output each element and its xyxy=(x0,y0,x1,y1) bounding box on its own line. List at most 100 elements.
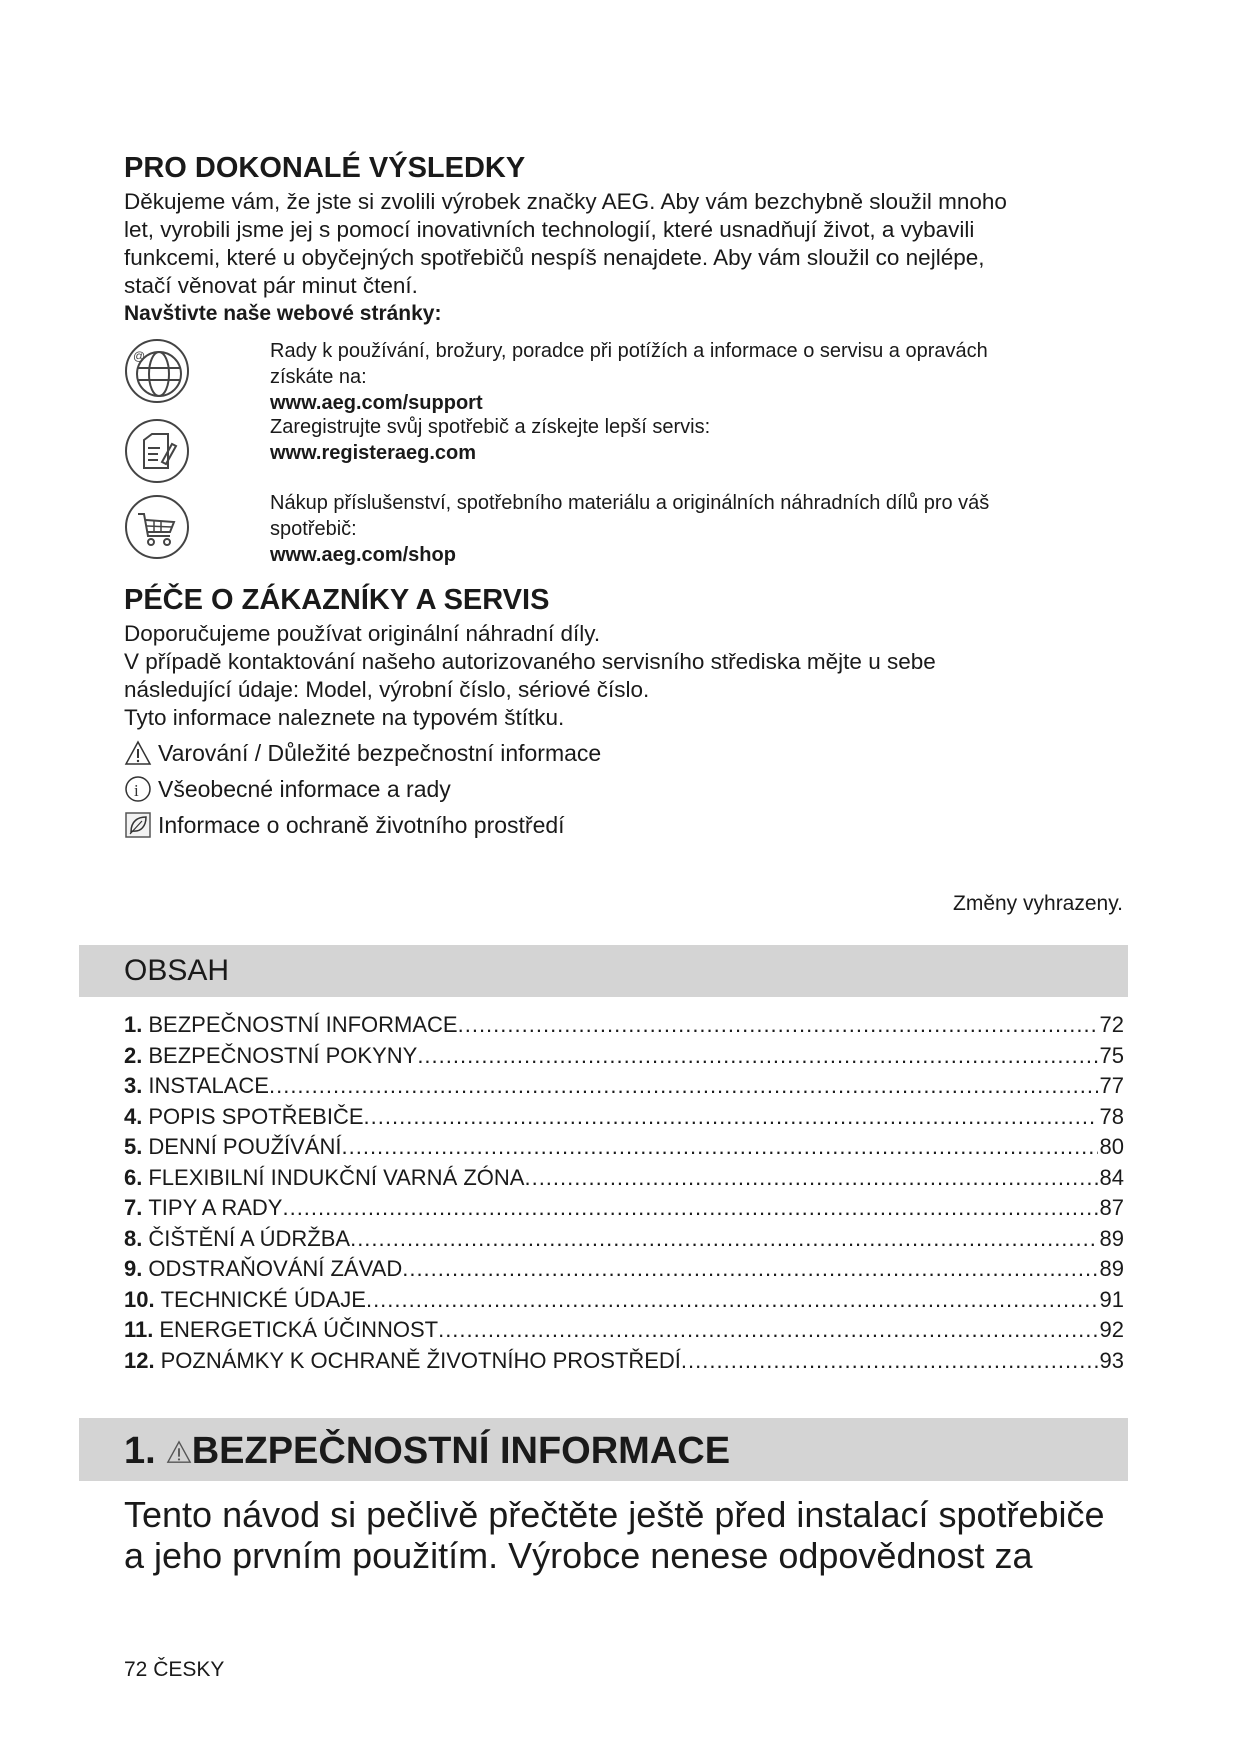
toc-number: 5. xyxy=(124,1134,143,1159)
text-line: V případě kontaktování našeho autorizova… xyxy=(124,649,936,674)
toc-entry[interactable]: 9.ODSTRAŇOVÁNÍ ZÁVAD 89 xyxy=(124,1256,1124,1287)
toc-leader xyxy=(681,1348,1098,1374)
table-of-contents: 1.BEZPEČNOSTNÍ INFORMACE 72 2.BEZPEČNOSTNÍ… xyxy=(124,1012,1124,1378)
toc-number: 2. xyxy=(124,1042,143,1068)
leaf-icon xyxy=(125,812,151,838)
legend-item: i Všeobecné informace a rady xyxy=(124,771,601,807)
shopping-cart-icon xyxy=(125,495,189,559)
toc-title: TIPY A RADY xyxy=(148,1195,283,1220)
toc-page: 84 xyxy=(1099,1164,1124,1190)
toc-leader xyxy=(282,1195,1097,1221)
toc-page: 77 xyxy=(1099,1073,1124,1098)
toc-leader xyxy=(524,1165,1097,1191)
text-line: spotřebič: xyxy=(270,518,357,540)
text-line: následující údaje: Model, výrobní číslo,… xyxy=(124,677,650,702)
toc-entry[interactable]: 5.DENNÍ POUŽÍVÁNÍ 80 xyxy=(124,1134,1124,1165)
section-1-lead: Tento návod si pečlivě přečtěte ještě př… xyxy=(124,1494,1105,1576)
section-1-header: 1. BEZPEČNOSTNÍ INFORMACE xyxy=(79,1418,1128,1481)
toc-entry[interactable]: 7.TIPY A RADY 87 xyxy=(124,1195,1124,1226)
contents-title: OBSAH xyxy=(124,954,230,987)
toc-entry[interactable]: 1.BEZPEČNOSTNÍ INFORMACE 72 xyxy=(124,1012,1124,1043)
support-link[interactable]: www.aeg.com/support xyxy=(270,392,483,414)
toc-number: 11. xyxy=(124,1317,154,1342)
text-line: funkcemi, které u obyčejných spotřebičů … xyxy=(124,245,985,270)
globe-at-icon: @ xyxy=(125,339,189,403)
service-heading: PÉČE O ZÁKAZNÍKY A SERVIS xyxy=(124,584,550,616)
text-line: let, vyrobili jsme jej s pomocí inovativ… xyxy=(124,217,975,242)
toc-leader xyxy=(366,1287,1098,1313)
legend-label: Varování / Důležité bezpečnostní informa… xyxy=(158,740,602,766)
toc-title: POZNÁMKY K OCHRANĚ ŽIVOTNÍHO PROSTŘEDÍ xyxy=(160,1347,681,1373)
text-line: Děkujeme vám, že jste si zvolili výrobek… xyxy=(124,189,1007,214)
toc-number: 6. xyxy=(124,1164,143,1190)
symbol-legend: Varování / Důležité bezpečnostní informa… xyxy=(124,735,601,843)
toc-number: 7. xyxy=(124,1195,143,1220)
svg-text:i: i xyxy=(134,781,139,800)
toc-leader xyxy=(417,1043,1097,1069)
svg-text:@: @ xyxy=(133,349,145,363)
register-link[interactable]: www.registeraeg.com xyxy=(270,442,476,464)
visit-label: Navštivte naše webové stránky: xyxy=(124,302,442,325)
section-title-text: BEZPEČNOSTNÍ INFORMACE xyxy=(191,1430,731,1472)
text-line: a jeho prvním použitím. Výrobce nenese o… xyxy=(124,1535,1033,1576)
toc-page: 75 xyxy=(1099,1042,1124,1068)
toc-title: INSTALACE xyxy=(148,1073,269,1098)
toc-title: DENNÍ POUŽÍVÁNÍ xyxy=(148,1134,342,1159)
changes-note: Změny vyhrazeny. xyxy=(953,892,1123,915)
toc-entry[interactable]: 10.TECHNICKÉ ÚDAJE 91 xyxy=(124,1287,1124,1318)
legend-label: Informace o ochraně životního prostředí xyxy=(158,812,565,838)
intro-heading: PRO DOKONALÉ VÝSLEDKY xyxy=(124,152,526,184)
section-1-title: 1. BEZPEČNOSTNÍ INFORMACE xyxy=(124,1430,730,1473)
toc-page: 78 xyxy=(1099,1103,1124,1129)
toc-leader xyxy=(364,1104,1098,1130)
toc-page: 89 xyxy=(1099,1256,1124,1281)
toc-page: 72 xyxy=(1099,1012,1124,1037)
toc-entry[interactable]: 11.ENERGETICKÁ ÚČINNOST 92 xyxy=(124,1317,1124,1348)
toc-number: 1. xyxy=(124,1012,143,1037)
toc-title: FLEXIBILNÍ INDUKČNÍ VARNÁ ZÓNA xyxy=(148,1164,525,1190)
text-line: Tyto informace naleznete na typovém štít… xyxy=(124,705,565,730)
toc-number: 12. xyxy=(124,1347,155,1373)
text-line: Rady k používání, brožury, poradce při p… xyxy=(270,340,988,362)
text-line: Zaregistrujte svůj spotřebič a získejte … xyxy=(270,416,711,438)
toc-page: 87 xyxy=(1099,1195,1124,1220)
legend-item: Informace o ochraně životního prostředí xyxy=(124,807,601,843)
warning-triangle-icon xyxy=(124,740,152,765)
register-document-icon xyxy=(125,419,189,483)
page-footer: 72 ČESKY xyxy=(124,1658,225,1681)
toc-page: 93 xyxy=(1099,1347,1124,1373)
toc-leader xyxy=(458,1012,1098,1038)
toc-page: 92 xyxy=(1099,1317,1124,1342)
service-paragraph: Doporučujeme používat originální náhradn… xyxy=(124,620,936,732)
toc-leader xyxy=(350,1226,1097,1252)
toc-entry[interactable]: 8.ČIŠTĚNÍ A ÚDRŽBA 89 xyxy=(124,1226,1124,1257)
contents-header: OBSAH xyxy=(79,945,1128,997)
toc-page: 80 xyxy=(1099,1134,1124,1159)
toc-number: 3. xyxy=(124,1073,143,1098)
toc-title: ČIŠTĚNÍ A ÚDRŽBA xyxy=(148,1225,351,1251)
text-line: Nákup příslušenství, spotřebního materiá… xyxy=(270,492,990,514)
toc-entry[interactable]: 3.INSTALACE 77 xyxy=(124,1073,1124,1104)
info-circle-icon: i xyxy=(125,776,151,802)
warning-triangle-icon xyxy=(166,1439,192,1463)
toc-leader xyxy=(269,1073,1098,1099)
toc-number: 4. xyxy=(124,1103,143,1129)
toc-number: 8. xyxy=(124,1225,143,1251)
toc-leader xyxy=(402,1256,1097,1282)
legend-label: Všeobecné informace a rady xyxy=(158,776,451,802)
text-line: získáte na: xyxy=(270,366,367,388)
toc-entry[interactable]: 6.FLEXIBILNÍ INDUKČNÍ VARNÁ ZÓNA 84 xyxy=(124,1165,1124,1196)
text-line: Tento návod si pečlivě přečtěte ještě př… xyxy=(124,1494,1105,1535)
toc-leader xyxy=(438,1317,1097,1343)
toc-entry[interactable]: 12. POZNÁMKY K OCHRANĚ ŽIVOTNÍHO PROSTŘED… xyxy=(124,1348,1124,1379)
toc-leader xyxy=(342,1134,1098,1160)
toc-number: 9. xyxy=(124,1256,143,1281)
toc-page: 91 xyxy=(1099,1286,1124,1312)
toc-page: 89 xyxy=(1099,1225,1124,1251)
text-line: stačí věnovat pár minut čtení. xyxy=(124,273,418,298)
toc-title: BEZPEČNOSTNÍ POKYNY xyxy=(148,1042,418,1068)
shop-link[interactable]: www.aeg.com/shop xyxy=(270,544,456,566)
text-line: Doporučujeme používat originální náhradn… xyxy=(124,621,601,646)
toc-entry[interactable]: 2.BEZPEČNOSTNÍ POKYNY 75 xyxy=(124,1043,1124,1074)
toc-entry[interactable]: 4.POPIS SPOTŘEBIČE 78 xyxy=(124,1104,1124,1135)
